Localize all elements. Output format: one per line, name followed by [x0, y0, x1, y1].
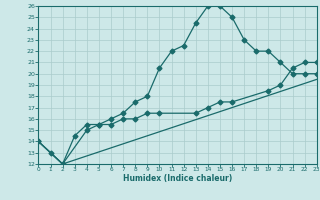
X-axis label: Humidex (Indice chaleur): Humidex (Indice chaleur) [123, 174, 232, 183]
